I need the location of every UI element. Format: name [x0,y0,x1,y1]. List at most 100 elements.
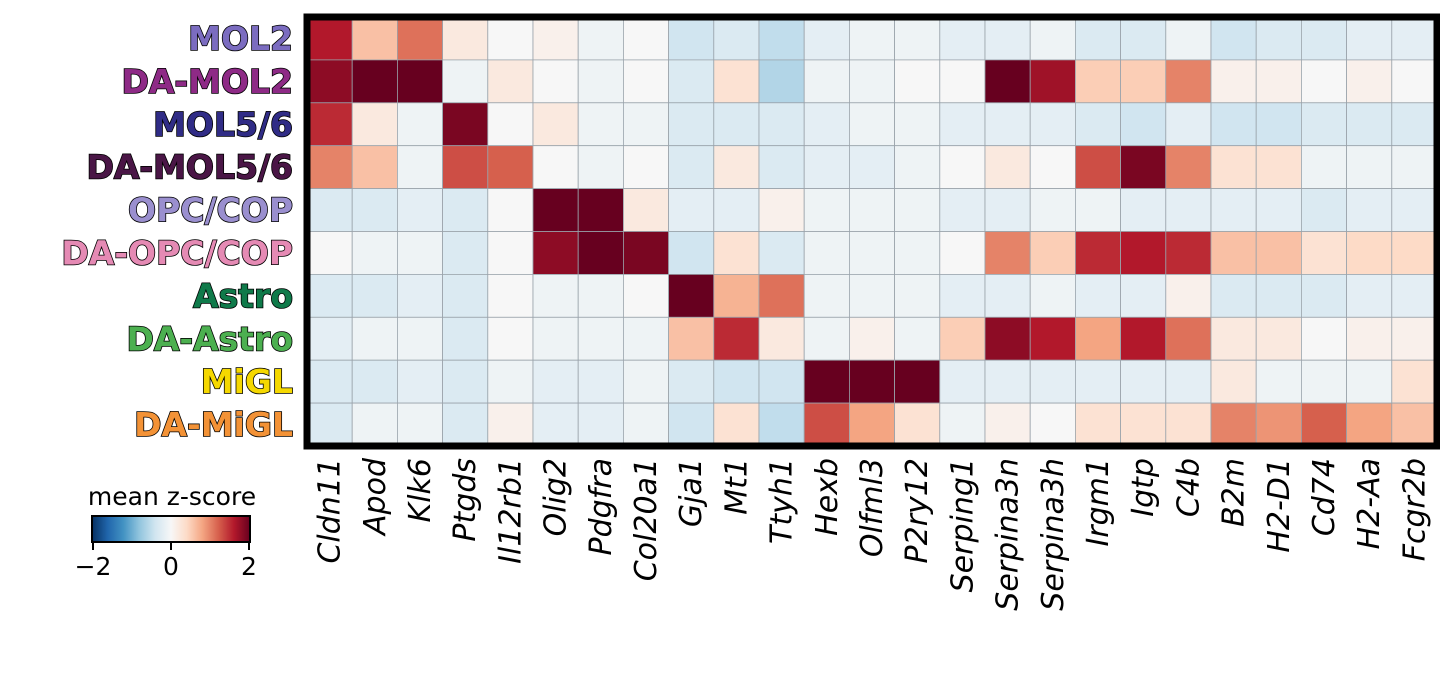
heatmap-cell [1255,231,1302,275]
heatmap-cell [849,145,896,189]
heatmap-cell [487,359,534,404]
heatmap-cell [1255,273,1302,318]
heatmap-cell [1210,316,1257,361]
column-label: Il12rb1 [493,458,528,564]
heatmap-cell [713,402,760,447]
heatmap-cell [1210,231,1257,275]
heatmap-cell [487,273,534,318]
heatmap-cell [577,59,624,104]
heatmap-cell [984,16,1031,61]
heatmap-cell [1165,231,1212,275]
heatmap-cell [713,359,760,404]
heatmap-cell [894,16,941,61]
heatmap-cell [532,188,579,232]
heatmap-cell [623,102,670,147]
heatmap-cell [803,359,850,404]
heatmap-cell [1391,231,1438,275]
heatmap-cell [894,402,941,447]
heatmap-cell [849,188,896,232]
heatmap-cell [849,102,896,147]
heatmap-cell [803,102,850,147]
heatmap-cell [1346,316,1393,361]
heatmap-cell [623,188,670,232]
heatmap-cell [532,316,579,361]
heatmap-cell [1029,273,1076,318]
heatmap-cell [1210,359,1257,404]
heatmap-cell [623,402,670,447]
colorbar-tick-label-min: −2 [75,552,112,581]
heatmap-cell [577,273,624,318]
column-label: Cldn11 [313,458,348,564]
heatmap-cell [1075,16,1122,61]
heatmap-cell [758,188,805,232]
heatmap-cell [577,359,624,404]
heatmap-cell [1346,402,1393,447]
heatmap-cell [623,16,670,61]
heatmap-cell [1029,102,1076,147]
heatmap-cell [668,273,715,318]
heatmap-cell [442,359,489,404]
column-label: Klk6 [403,458,438,522]
heatmap-cell [1346,16,1393,61]
heatmap-cell [1210,273,1257,318]
heatmap-cell [351,402,398,447]
heatmap-cell [396,102,443,147]
heatmap-cell [849,273,896,318]
heatmap-cell [396,359,443,404]
heatmap-cell [668,145,715,189]
heatmap-cell [532,359,579,404]
row-label: Astro [193,276,293,315]
row-label: MOL5/6 [153,105,293,144]
heatmap-cell [1391,273,1438,318]
column-label: Serpina3n [991,458,1026,611]
column-label: H2-D1 [1262,458,1297,553]
heatmap-cell [1391,102,1438,147]
column-label: Pdgfra [584,458,619,555]
heatmap-cell [1029,145,1076,189]
column-label: H2-Aa [1352,458,1387,549]
heatmap-cell [1255,102,1302,147]
heatmap-cell [803,59,850,104]
heatmap-cell [532,273,579,318]
heatmap-cell [1301,316,1348,361]
heatmap-cell [849,59,896,104]
heatmap-cell [1075,59,1122,104]
heatmap-cell [1165,145,1212,189]
heatmap-cell [1029,359,1076,404]
heatmap-cell [306,145,353,189]
heatmap-cell [1391,402,1438,447]
heatmap-cell [1301,359,1348,404]
heatmap-cell [1165,316,1212,361]
heatmap-cell [623,359,670,404]
heatmap-cell [1255,16,1302,61]
heatmap-cell [577,145,624,189]
heatmap-cell [487,231,534,275]
heatmap-cell [758,16,805,61]
column-label: Hexb [810,458,845,536]
heatmap-cell [1301,273,1348,318]
row-label: DA-MOL2 [121,62,293,101]
heatmap-cell [351,102,398,147]
heatmap-cell [1210,102,1257,147]
column-label: Serpina3h [1036,458,1071,611]
heatmap-cell [351,273,398,318]
row-label: MiGL [201,362,293,401]
heatmap-cell [894,316,941,361]
heatmap-cell [713,188,760,232]
heatmap-cell [803,16,850,61]
column-labels: Cldn11 Apod Klk6 Ptgds Il12rb1 Olig2 Pdgfra Col… [313,457,1433,611]
heatmap-cell [396,59,443,104]
heatmap-cell [984,316,1031,361]
heatmap-cell [1120,59,1167,104]
heatmap-cell [1301,402,1348,447]
heatmap-cell [396,16,443,61]
heatmap-cell [487,102,534,147]
heatmap-cell [1301,231,1348,275]
heatmap-cell [1346,359,1393,404]
heatmap-cell [984,359,1031,404]
heatmap-cell [668,16,715,61]
heatmap-cell [939,359,986,404]
heatmap-cell [1029,59,1076,104]
heatmap-cell [939,231,986,275]
column-label: Olfml3 [855,458,890,557]
